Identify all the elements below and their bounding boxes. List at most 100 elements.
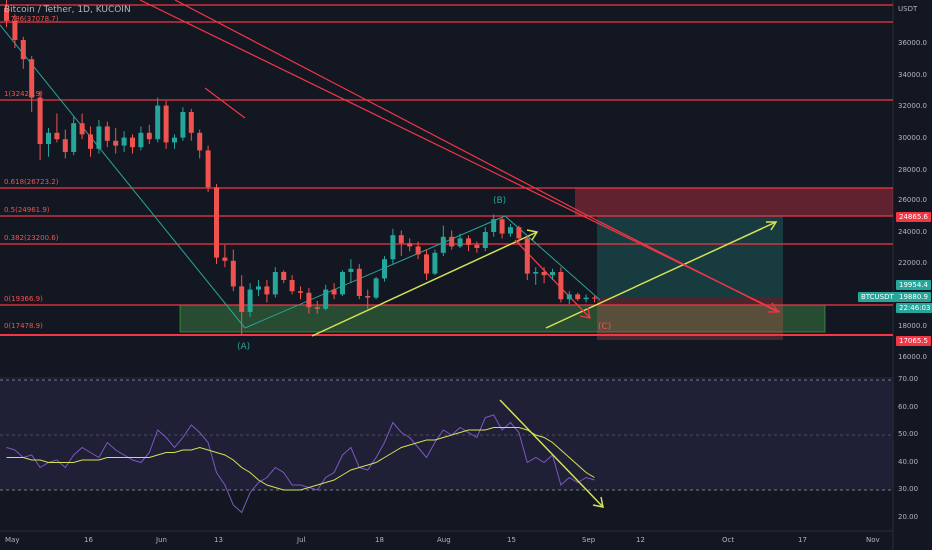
candle-body[interactable] [20, 40, 26, 60]
candle-body[interactable] [79, 123, 85, 135]
candle-body[interactable] [130, 137, 135, 148]
candle-body[interactable] [558, 272, 564, 300]
arrow-up-1[interactable] [311, 231, 538, 337]
countdown-badge: 22:46:03 [896, 303, 932, 313]
candle-body[interactable] [474, 244, 480, 248]
candle-body[interactable] [440, 236, 446, 253]
candle-body[interactable] [482, 232, 488, 248]
candle-body[interactable] [457, 238, 463, 247]
candle-body[interactable] [449, 236, 455, 247]
candle-body[interactable] [197, 132, 203, 151]
candle-body[interactable] [88, 134, 93, 149]
candle-body[interactable] [575, 294, 581, 300]
downtrend-line-2[interactable] [174, 0, 601, 223]
candle-body[interactable] [566, 294, 572, 300]
candle-body[interactable] [205, 150, 211, 188]
candle-body[interactable] [180, 112, 186, 138]
candle-body[interactable] [365, 296, 371, 298]
candle-body[interactable] [172, 137, 177, 143]
candle-body[interactable] [541, 272, 547, 276]
candle-body[interactable] [314, 307, 320, 309]
x-tick: Jun [156, 536, 167, 544]
candle-body[interactable] [155, 105, 161, 140]
candle-body[interactable] [382, 259, 387, 279]
fib-lines[interactable] [0, 4, 893, 336]
position-loss-zone[interactable] [597, 298, 783, 340]
candlestick-series[interactable] [4, 0, 597, 335]
arrows[interactable] [311, 221, 778, 337]
candle-body[interactable] [96, 126, 102, 149]
candle-body[interactable] [146, 132, 152, 140]
position-profit-zone[interactable] [597, 216, 783, 298]
candle-body[interactable] [398, 235, 404, 244]
rsi-ma-line[interactable] [6, 427, 595, 491]
candle-body[interactable] [592, 297, 597, 299]
candle-body[interactable] [373, 278, 379, 298]
candle-body[interactable] [407, 243, 413, 247]
candle-body[interactable] [331, 289, 337, 295]
candle-body[interactable] [415, 246, 421, 255]
candle-body[interactable] [239, 286, 245, 312]
candle-body[interactable] [281, 272, 287, 280]
rsi-arrow-head[interactable] [592, 496, 604, 508]
arrow-down-2[interactable] [599, 221, 779, 313]
candle-body[interactable] [340, 272, 345, 295]
candle-body[interactable] [550, 272, 555, 276]
candle-body[interactable] [524, 238, 530, 274]
candle-body[interactable] [466, 238, 471, 245]
candle-body[interactable] [516, 227, 522, 239]
candle-body[interactable] [583, 297, 589, 300]
candle-body[interactable] [298, 291, 303, 293]
arrow-up-1-head[interactable] [526, 229, 539, 241]
rsi-arrow-line[interactable] [499, 399, 604, 508]
candle-body[interactable] [113, 140, 119, 146]
fib-trend-line[interactable] [0, 24, 246, 329]
candle-body[interactable] [62, 139, 68, 152]
fib-trend-line-2[interactable] [244, 215, 506, 329]
candle-body[interactable] [121, 137, 127, 146]
rsi-tick: 60.00 [898, 403, 919, 411]
candle-body[interactable] [29, 59, 35, 98]
candle-body[interactable] [54, 132, 60, 140]
candle-body[interactable] [424, 254, 429, 274]
candle-body[interactable] [222, 257, 228, 261]
candle-body[interactable] [214, 187, 219, 258]
arrow-up-2[interactable] [545, 221, 777, 329]
rsi-arrow[interactable] [499, 399, 604, 508]
downtrend-line-2a[interactable] [204, 87, 246, 119]
candle-body[interactable] [138, 132, 144, 148]
candle-body[interactable] [264, 286, 270, 295]
symbol-title[interactable]: Bitcoin / Tether, 1D, KUCOIN [4, 5, 131, 15]
candle-body[interactable] [46, 132, 51, 144]
candle-body[interactable] [71, 123, 77, 152]
candle-body[interactable] [432, 252, 438, 274]
candle-body[interactable] [230, 260, 236, 287]
candle-body[interactable] [348, 268, 354, 272]
arrow-up-2-head[interactable] [766, 221, 778, 231]
downtrend-line-1[interactable] [139, 0, 781, 313]
arrow-down-1-head[interactable] [579, 307, 591, 319]
candle-body[interactable] [4, 8, 9, 21]
candle-body[interactable] [37, 97, 43, 144]
candle-body[interactable] [272, 272, 278, 295]
candle-body[interactable] [533, 272, 539, 274]
arrow-down-2-head[interactable] [768, 302, 780, 313]
candle-body[interactable] [256, 286, 261, 290]
candle-body[interactable] [12, 20, 18, 40]
candle-body[interactable] [356, 268, 362, 296]
rsi-line[interactable] [6, 414, 595, 514]
candle-body[interactable] [104, 126, 110, 141]
candle-body[interactable] [188, 112, 194, 133]
candle-body[interactable] [247, 289, 253, 312]
fib-label-0382: 0.382(23200.6) [4, 234, 59, 242]
candle-body[interactable] [306, 292, 312, 308]
candle-body[interactable] [508, 227, 513, 234]
candle-body[interactable] [289, 280, 295, 292]
candle-body[interactable] [491, 219, 497, 232]
supply-zone[interactable] [575, 188, 893, 216]
candle-body[interactable] [163, 105, 169, 143]
candle-body[interactable] [390, 235, 396, 260]
candle-body[interactable] [499, 219, 505, 234]
candle-body[interactable] [323, 289, 329, 309]
